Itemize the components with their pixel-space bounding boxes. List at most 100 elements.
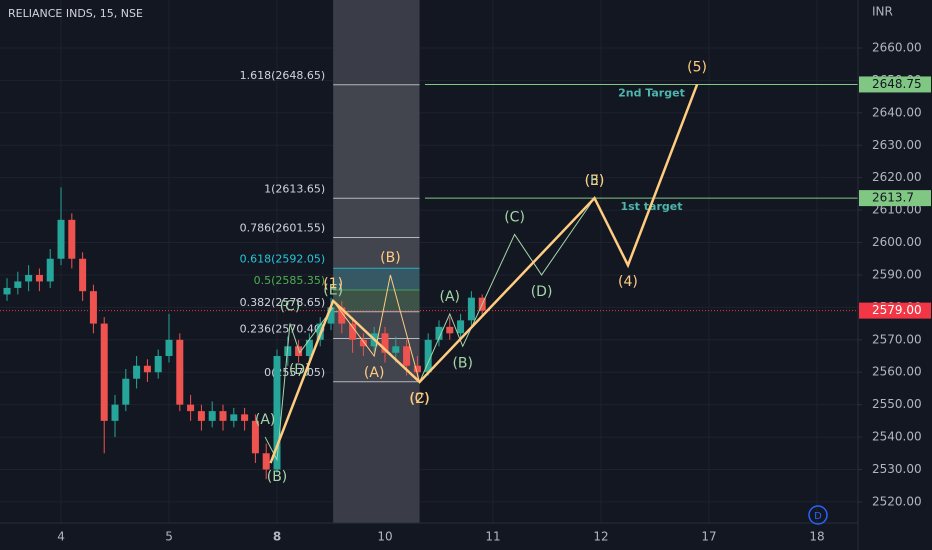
fib-band xyxy=(333,268,420,291)
fib-band xyxy=(333,198,420,238)
candle-body xyxy=(359,339,367,347)
y-tick-label: 2560.00 xyxy=(872,365,922,379)
wave-label: (2) xyxy=(410,391,430,407)
candle-body xyxy=(208,411,216,421)
candle-body xyxy=(143,365,151,373)
candle-body xyxy=(89,291,97,324)
wave-line xyxy=(264,307,334,462)
axis-unit: INR xyxy=(872,5,893,19)
price-badge xyxy=(859,76,931,93)
price-badge xyxy=(859,190,931,207)
candle-body xyxy=(338,307,346,324)
candle-body xyxy=(446,326,454,334)
candle-body xyxy=(230,414,238,421)
candle-body xyxy=(57,219,65,259)
wave-line xyxy=(332,274,421,383)
candle-body xyxy=(241,414,249,421)
wave-label: (A) xyxy=(440,289,461,305)
price-badge xyxy=(859,302,931,319)
wave-label: (1) xyxy=(323,276,343,292)
fib-label: 0.786(2601.55) xyxy=(240,222,326,235)
candle-body xyxy=(133,365,141,379)
candle-body xyxy=(46,258,54,282)
wave-label: (C) xyxy=(409,391,430,407)
candle-body xyxy=(197,411,205,421)
candle-body xyxy=(381,333,389,353)
wave-label: (A) xyxy=(255,412,276,428)
candle-body xyxy=(122,378,130,405)
candle-body xyxy=(35,274,43,282)
range-highlight xyxy=(333,0,420,523)
y-tick-label: 2620.00 xyxy=(872,170,922,184)
fib-label: 1(2613.65) xyxy=(264,182,325,195)
fib-band xyxy=(333,290,420,312)
candle-body xyxy=(165,339,173,357)
x-tick-label: 8 xyxy=(273,530,281,544)
candle-body xyxy=(305,339,313,357)
candle-body xyxy=(154,356,162,373)
logo-circle xyxy=(808,505,828,525)
candle-body xyxy=(187,404,195,412)
candle-body xyxy=(14,281,22,288)
fib-label: 0.5(2585.35) xyxy=(254,274,326,287)
x-tick-label: 4 xyxy=(57,530,65,544)
candle-body xyxy=(467,297,475,321)
wave-label: (E) xyxy=(323,282,343,298)
wave-label: (4) xyxy=(618,274,638,290)
wave-label: (D) xyxy=(531,284,553,300)
candle-body xyxy=(100,323,108,421)
wave-line xyxy=(269,84,699,464)
x-tick-label: 12 xyxy=(593,530,608,544)
y-tick-label: 2600.00 xyxy=(872,235,922,249)
fib-label: 0.618(2592.05) xyxy=(240,252,326,265)
candle-body xyxy=(273,356,281,470)
y-tick-label: 2550.00 xyxy=(872,397,922,411)
fib-label: 0.236(2570.40) xyxy=(240,323,326,336)
target-label: 2nd Target xyxy=(618,86,685,99)
candle-body xyxy=(457,320,465,334)
y-tick-label: 2520.00 xyxy=(872,494,922,508)
wave-line xyxy=(419,197,595,383)
wave-label: (B) xyxy=(452,355,473,371)
fib-band xyxy=(333,84,420,199)
y-tick-label: 2630.00 xyxy=(872,138,922,152)
wave-label: (C) xyxy=(280,299,301,315)
candle-body xyxy=(219,411,227,421)
chart-title: RELIANCE INDS, 15, NSE xyxy=(8,7,143,20)
candle-body xyxy=(79,258,87,292)
x-tick-label: 5 xyxy=(165,530,173,544)
candle-body xyxy=(111,404,119,421)
candle-body xyxy=(435,326,443,340)
y-tick-label: 2590.00 xyxy=(872,267,922,281)
candle-body xyxy=(349,323,357,340)
candle-body xyxy=(392,346,400,353)
wave-label: (E) xyxy=(585,173,605,189)
candle-body xyxy=(68,219,76,259)
fib-band xyxy=(333,237,420,269)
candle-body xyxy=(251,420,259,454)
candle-body xyxy=(403,346,411,366)
y-tick-label: 2530.00 xyxy=(872,462,922,476)
candle-body xyxy=(413,365,421,373)
candle-body xyxy=(176,339,184,405)
price-badge-label: 2648.75 xyxy=(872,77,922,91)
logo: D xyxy=(814,511,822,522)
wave-label: (5) xyxy=(687,59,707,75)
wave-label: (B) xyxy=(267,469,288,485)
candle-body xyxy=(295,346,303,357)
x-tick-label: 10 xyxy=(377,530,392,544)
x-tick-label: 18 xyxy=(809,530,824,544)
y-tick-label: 2640.00 xyxy=(872,105,922,119)
wave-label: (B) xyxy=(380,250,401,266)
candle-body xyxy=(327,307,335,324)
y-tick-label: 2540.00 xyxy=(872,430,922,444)
wave-label: (3) xyxy=(585,173,605,189)
y-tick-label: 2660.00 xyxy=(872,40,922,54)
candle-body xyxy=(262,453,270,470)
price-badge-label: 2613.7 xyxy=(872,191,914,205)
x-tick-label: 17 xyxy=(701,530,716,544)
x-tick-label: 11 xyxy=(485,530,500,544)
candle-body xyxy=(3,287,11,295)
price-badge-label: 2579.00 xyxy=(872,303,922,317)
